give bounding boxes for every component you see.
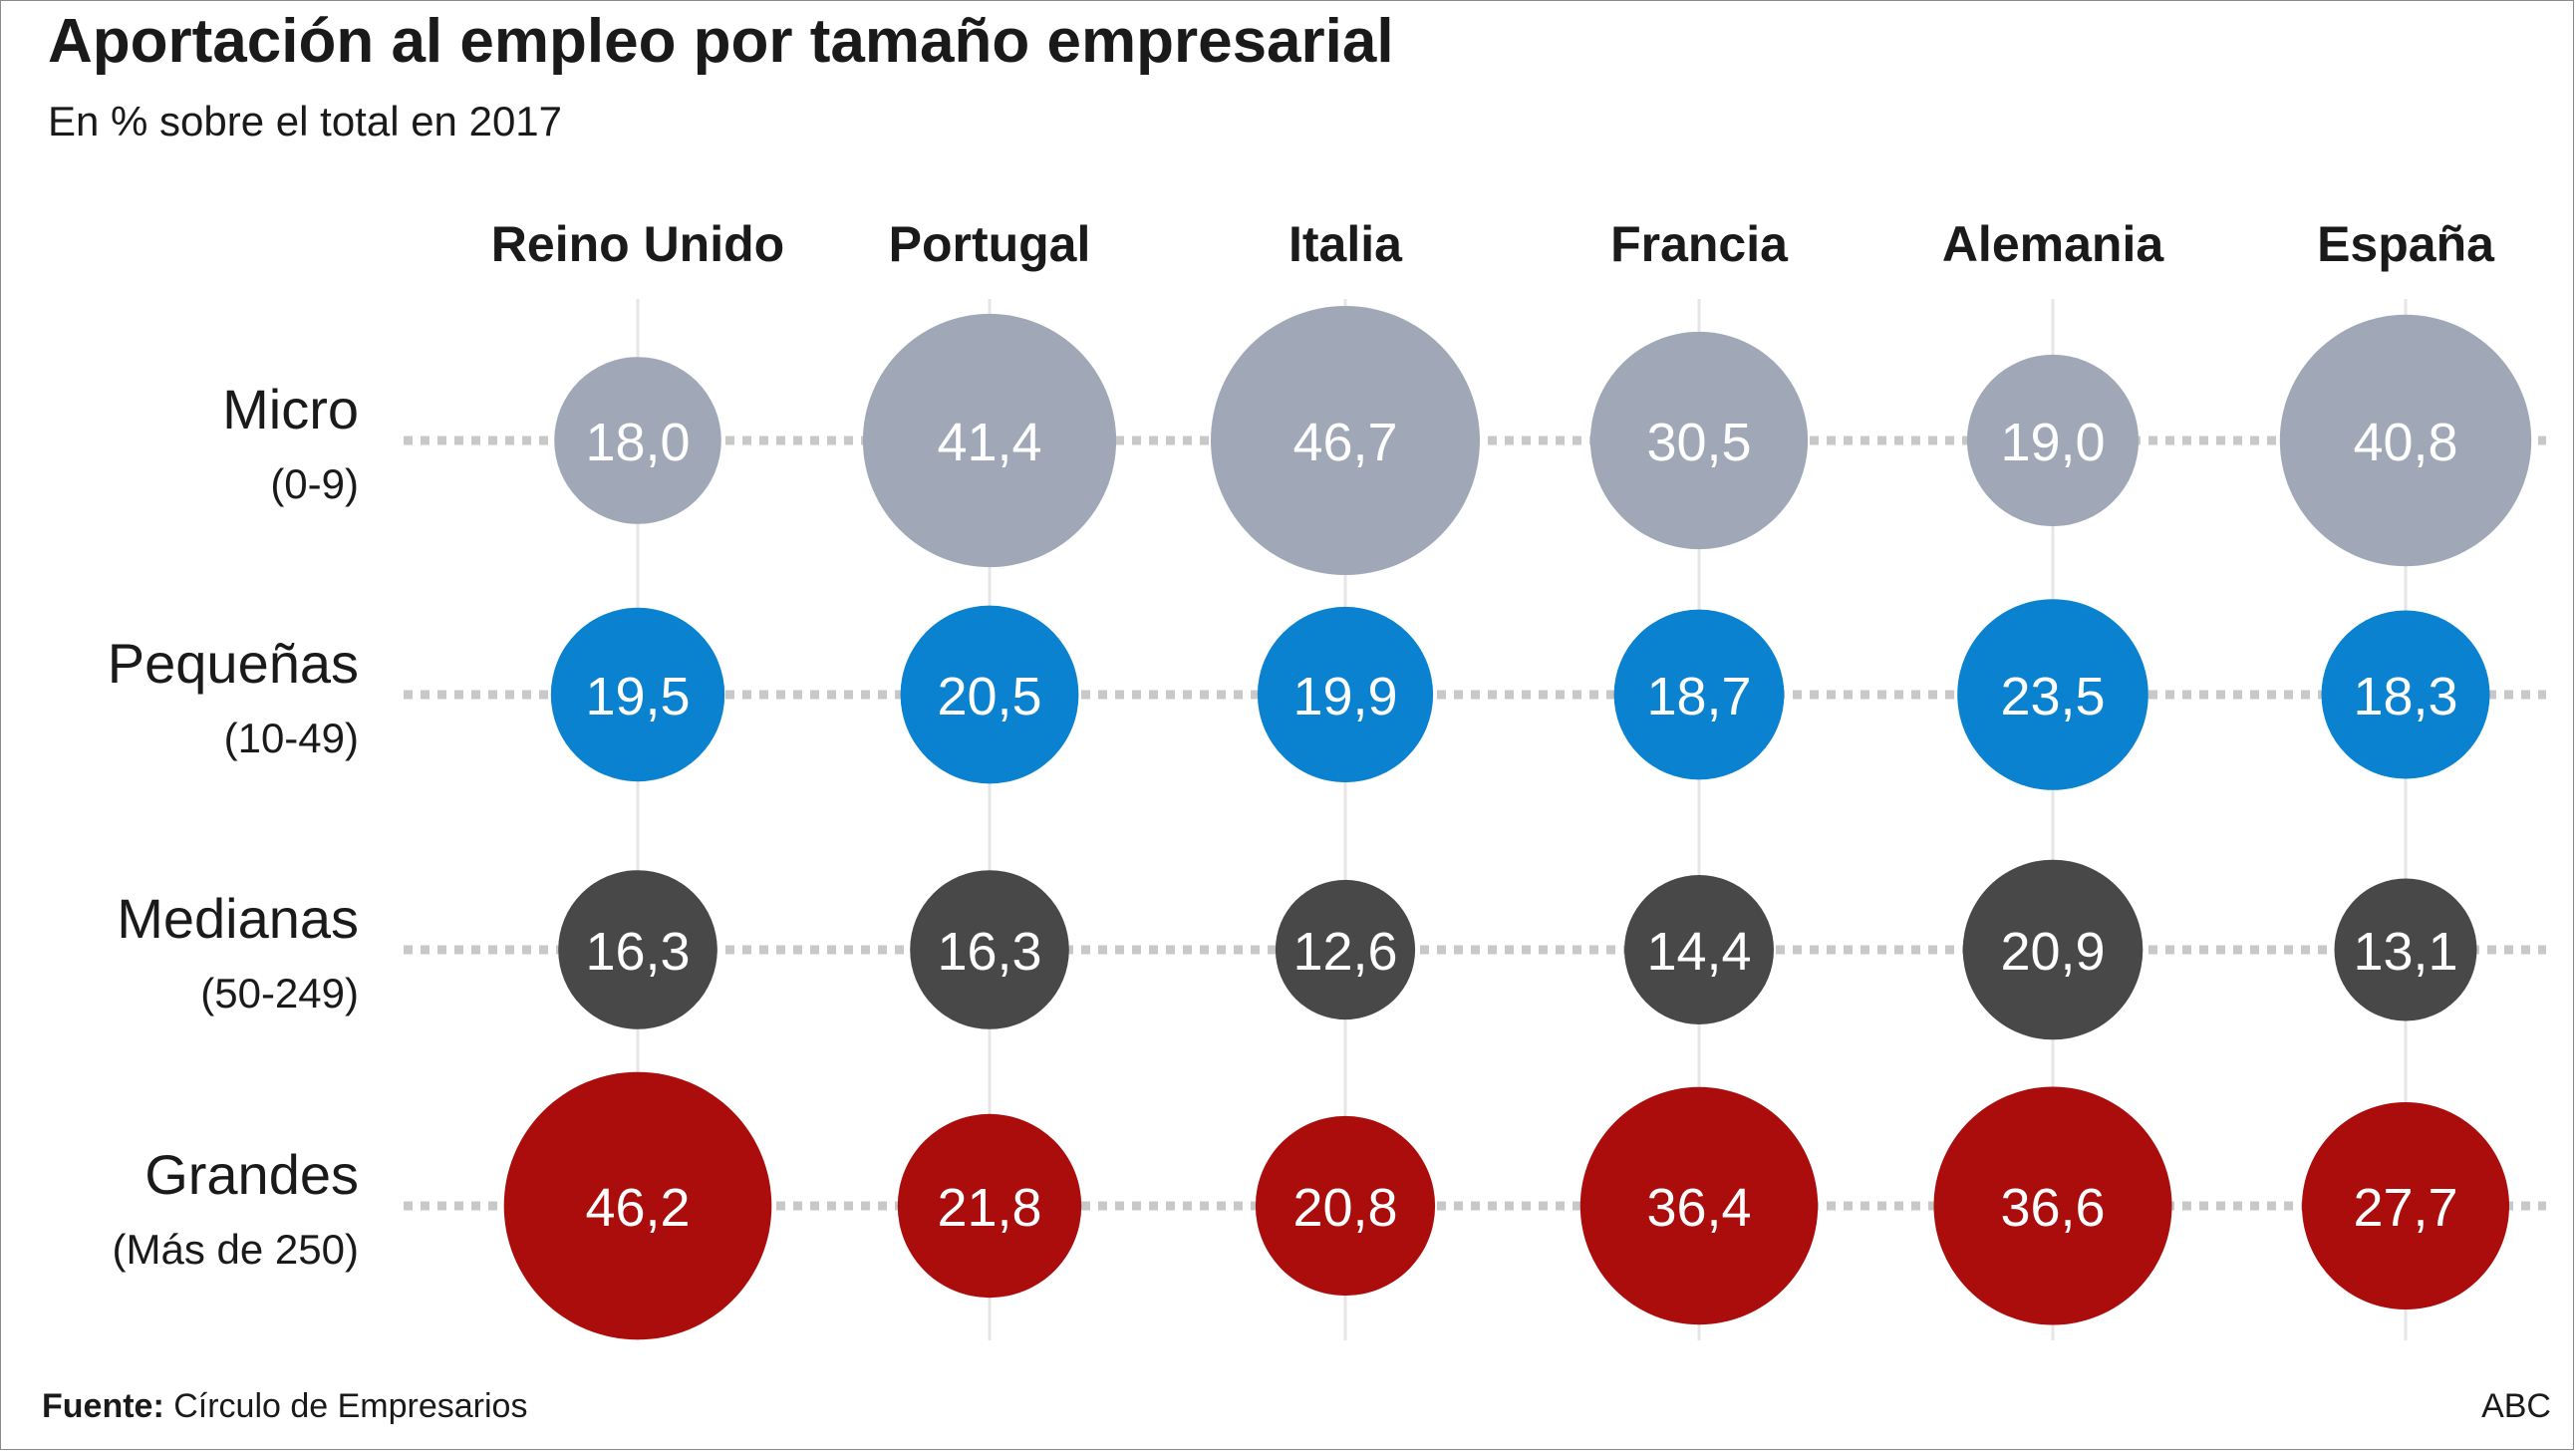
- column-label-0: Reino Unido: [491, 216, 784, 272]
- source-label: Fuente:: [42, 1387, 164, 1425]
- bubble-pequenas-2: [1257, 606, 1434, 783]
- bubble-medianas-0: [558, 870, 717, 1029]
- data-label-medianas-0: 16,3: [585, 922, 690, 982]
- data-label-grandes-4: 36,6: [2000, 1178, 2105, 1238]
- row-range-medianas: (50-249): [200, 970, 359, 1016]
- row-labels: Micro (0-9) Pequeñas (10-49) Medianas (50-249…: [108, 378, 359, 1273]
- row-label-micro: Micro: [222, 378, 359, 440]
- column-label-5: España: [2317, 216, 2495, 272]
- bubble-medianas-1: [910, 870, 1069, 1029]
- bubble-grandes-2: [1255, 1115, 1436, 1297]
- data-label-medianas-3: 14,4: [1646, 922, 1751, 982]
- data-label-pequenas-1: 20,5: [937, 667, 1041, 726]
- data-label-grandes-2: 20,8: [1292, 1178, 1397, 1238]
- bubble-grandes-4: [1933, 1086, 2172, 1325]
- data-label-micro-5: 40,8: [2353, 413, 2457, 472]
- bubble-pequenas-0: [550, 607, 725, 782]
- data-label-medianas-5: 13,1: [2353, 922, 2457, 982]
- bubble-medianas-4: [1962, 859, 2144, 1040]
- bubble-pequenas-3: [1613, 609, 1785, 780]
- data-label-micro-1: 41,4: [937, 413, 1041, 472]
- column-label-1: Portugal: [889, 216, 1091, 272]
- credit: ABC: [2481, 1387, 2551, 1425]
- data-label-medianas-2: 12,6: [1292, 922, 1397, 982]
- data-label-pequenas-2: 19,9: [1292, 667, 1397, 726]
- source-text: Círculo de Empresarios: [164, 1387, 528, 1425]
- source-note: Fuente: Círculo de Empresarios: [42, 1387, 527, 1425]
- row-range-pequenas: (10-49): [224, 715, 359, 761]
- data-label-micro-2: 46,7: [1292, 413, 1397, 472]
- bubble-micro-4: [1966, 354, 2140, 527]
- data-label-grandes-1: 21,8: [937, 1178, 1041, 1238]
- data-label-pequenas-5: 18,3: [2353, 667, 2457, 726]
- row-guides: [404, 436, 2546, 1211]
- row-range-grandes: (Más de 250): [113, 1226, 359, 1273]
- data-label-medianas-1: 16,3: [937, 922, 1041, 982]
- data-label-grandes-3: 36,4: [1646, 1178, 1751, 1238]
- data-label-pequenas-0: 19,5: [585, 667, 690, 726]
- bubble-medianas-3: [1624, 875, 1774, 1024]
- data-label-grandes-0: 46,2: [585, 1178, 690, 1238]
- row-label-grandes: Grandes: [144, 1143, 359, 1206]
- bubble-pequenas-4: [1957, 599, 2148, 790]
- chart-subtitle: En % sobre el total en 2017: [48, 98, 562, 145]
- data-label-micro-0: 18,0: [585, 413, 690, 472]
- data-label-grandes-5: 27,7: [2353, 1178, 2457, 1238]
- bubble-grandes-0: [503, 1071, 772, 1340]
- data-label-medianas-4: 20,9: [2000, 922, 2105, 982]
- bubble-grandes-3: [1579, 1086, 1819, 1325]
- column-labels: Reino Unido Portugal Italia Francia Alemania…: [491, 216, 2495, 272]
- column-label-3: Francia: [1610, 216, 1789, 272]
- bubble-micro-2: [1211, 306, 1480, 575]
- data-label-pequenas-3: 18,7: [1646, 667, 1751, 726]
- data-label-pequenas-4: 23,5: [2000, 667, 2105, 726]
- bubble-micro-3: [1589, 331, 1809, 550]
- data-label-micro-4: 19,0: [2000, 413, 2105, 472]
- bubble-micro-1: [862, 313, 1117, 568]
- bubble-pequenas-5: [2321, 610, 2490, 779]
- column-label-4: Alemania: [1942, 216, 2165, 272]
- row-range-micro: (0-9): [270, 460, 359, 507]
- bubble-micro-5: [2279, 314, 2532, 567]
- bubble-grandes-5: [2302, 1102, 2509, 1309]
- bubble-micro-0: [554, 357, 721, 524]
- data-label-micro-3: 30,5: [1646, 413, 1751, 472]
- column-label-2: Italia: [1288, 216, 1403, 272]
- bubble-grandes-1: [897, 1113, 1082, 1299]
- row-label-pequenas: Pequeñas: [108, 632, 359, 695]
- row-label-medianas: Medianas: [117, 887, 359, 950]
- bubble-pequenas-1: [900, 605, 1079, 784]
- bubbles: 18,0 41,4 46,7 30,5 19,0 40,8 19,5 20,5 19,9 18,7…: [503, 306, 2532, 1340]
- bubble-medianas-5: [2334, 878, 2477, 1021]
- bubble-medianas-2: [1275, 879, 1416, 1020]
- chart-title: Aportación al empleo por tamaño empresar…: [48, 7, 1394, 76]
